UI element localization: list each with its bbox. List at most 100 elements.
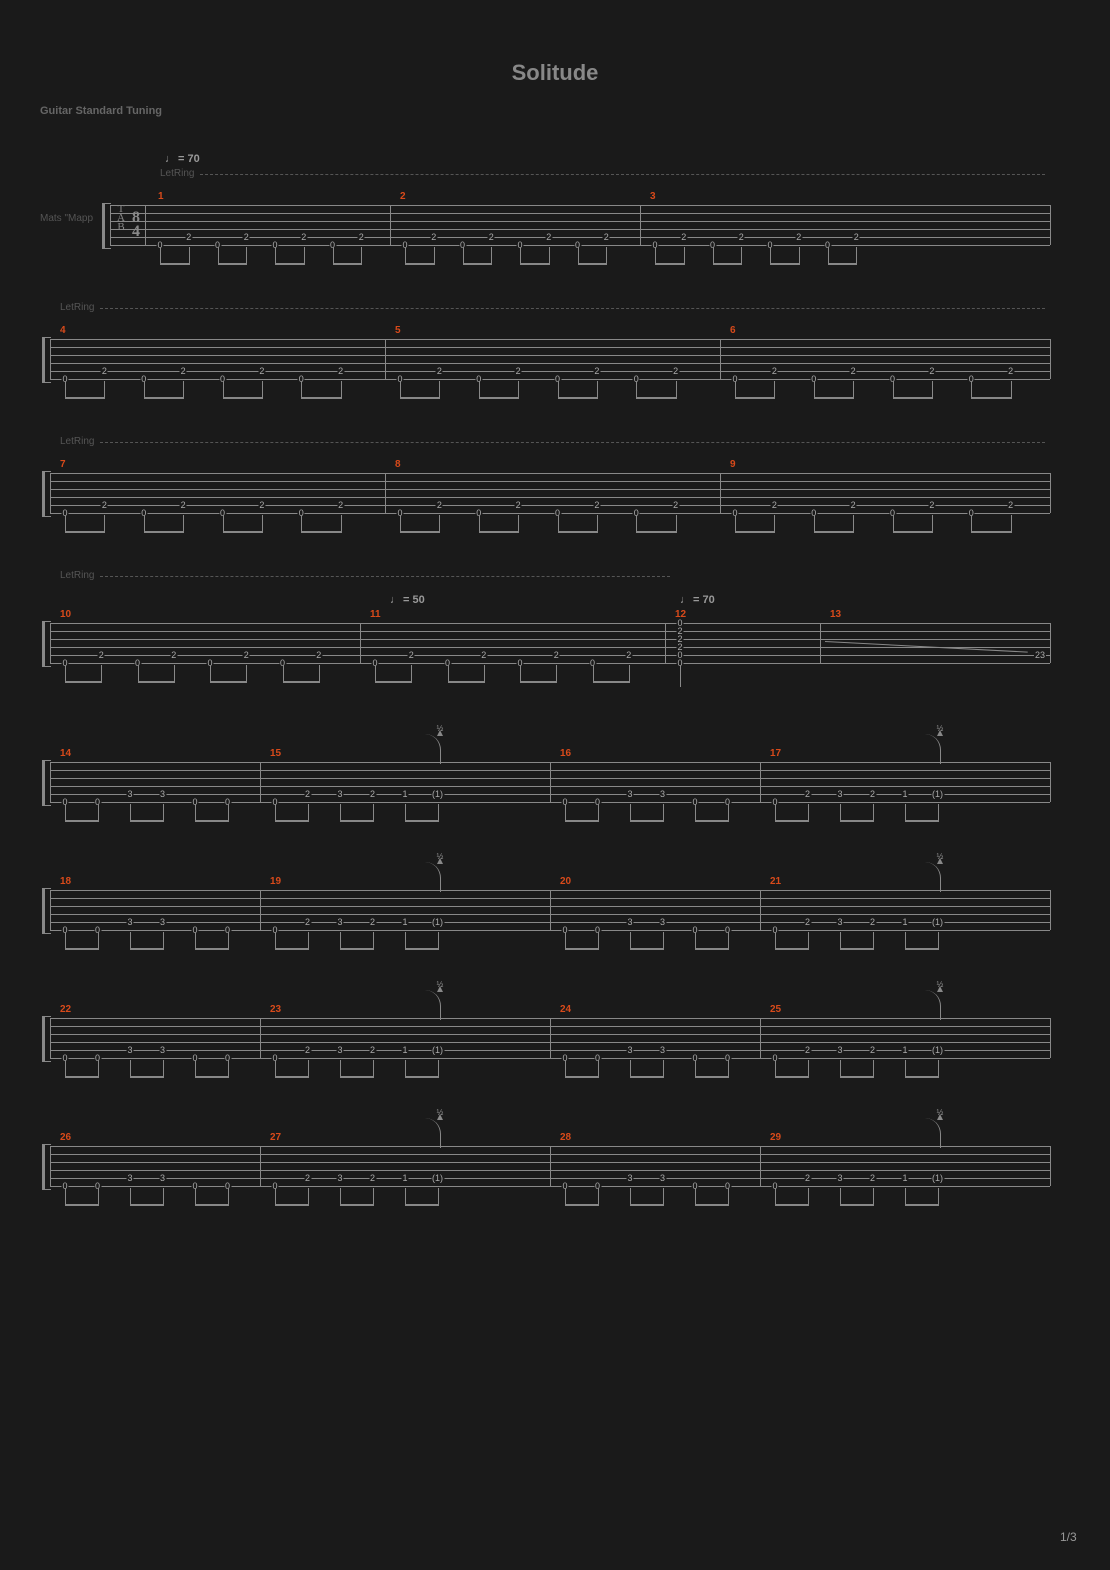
fret-number: 2 — [672, 366, 679, 376]
measure-number: 13 — [830, 609, 841, 620]
fret-number: 1 — [901, 789, 908, 799]
fret-number: 2 — [553, 650, 560, 660]
fret-number: (1) — [931, 1045, 944, 1055]
barline — [665, 623, 666, 663]
barline — [760, 762, 761, 802]
barline — [1050, 205, 1051, 245]
fret-number: (1) — [931, 789, 944, 799]
tempo-marker: = 50 — [390, 594, 425, 606]
barline — [385, 339, 386, 379]
barline — [260, 890, 261, 930]
bend-arrow-icon — [424, 1118, 441, 1148]
measure-number: 20 — [560, 876, 571, 887]
measure-number: 19 — [270, 876, 281, 887]
fret-number: 2 — [771, 500, 778, 510]
fret-number: 2 — [672, 500, 679, 510]
barline — [550, 890, 551, 930]
measure-number: 10 — [60, 609, 71, 620]
fret-number: 3 — [626, 1045, 633, 1055]
fret-number: 3 — [659, 917, 666, 927]
tab-staff: 789020202020202020202020202 — [50, 473, 1050, 513]
measure-number: 18 — [60, 876, 71, 887]
measure-number: 22 — [60, 1004, 71, 1015]
fret-number: 1 — [901, 917, 908, 927]
barline — [640, 205, 641, 245]
barline — [550, 1146, 551, 1186]
tempo-marker: = 70 — [165, 153, 200, 165]
measure-number: 3 — [650, 191, 656, 202]
fret-number: (1) — [431, 1173, 444, 1183]
barline — [1050, 762, 1051, 802]
fret-number: 2 — [369, 917, 376, 927]
fret-number: 2 — [795, 232, 802, 242]
bend-arrow-icon — [924, 1118, 941, 1148]
barline — [145, 205, 146, 245]
letring-label: LetRing — [160, 168, 194, 179]
barline — [720, 473, 721, 513]
barline — [550, 762, 551, 802]
barline — [50, 339, 51, 379]
letring-line — [100, 576, 670, 577]
measure-number: 27 — [270, 1132, 281, 1143]
fret-number: 2 — [101, 500, 108, 510]
measure-number: 5 — [395, 325, 401, 336]
fret-number: 3 — [336, 1173, 343, 1183]
barline — [1050, 1018, 1051, 1058]
bend-arrow-icon — [424, 734, 441, 764]
barline — [50, 473, 51, 513]
fret-number: 2 — [101, 366, 108, 376]
measure-number: 29 — [770, 1132, 781, 1143]
letring-line — [100, 308, 1045, 309]
fret-number: 3 — [159, 1045, 166, 1055]
fret-number: 2 — [804, 917, 811, 927]
page-number: 1/3 — [1060, 1530, 1077, 1544]
fret-number: 2 — [545, 232, 552, 242]
measure-number: 7 — [60, 459, 66, 470]
fret-number: 3 — [126, 1173, 133, 1183]
barline — [50, 1146, 51, 1186]
barline — [50, 890, 51, 930]
letring-line — [100, 442, 1045, 443]
fret-number: 2 — [804, 789, 811, 799]
fret-number: 2 — [408, 650, 415, 660]
fret-number: 2 — [928, 500, 935, 510]
fret-number: 2 — [869, 789, 876, 799]
tab-staff: 456020202020202020202020202 — [50, 339, 1050, 379]
barline — [390, 205, 391, 245]
fret-number: 3 — [626, 917, 633, 927]
measure-number: 21 — [770, 876, 781, 887]
measure-number: 26 — [60, 1132, 71, 1143]
fret-number: 3 — [659, 1045, 666, 1055]
fret-number: 2 — [337, 366, 344, 376]
measure-number: 8 — [395, 459, 401, 470]
song-title: Solitude — [0, 0, 1110, 86]
fret-number: (1) — [431, 789, 444, 799]
barline — [385, 473, 386, 513]
fret-number: 2 — [180, 366, 187, 376]
fret-number: 3 — [126, 789, 133, 799]
fret-number: 2 — [515, 366, 522, 376]
tab-staff: TAB84123020202020202020202020202 — [110, 205, 1050, 245]
barline — [260, 1018, 261, 1058]
fret-number: 2 — [304, 1173, 311, 1183]
fret-number: 2 — [804, 1173, 811, 1183]
fret-number: 2 — [304, 917, 311, 927]
fret-number: 2 — [680, 232, 687, 242]
barline — [760, 1018, 761, 1058]
fret-number: 2 — [869, 917, 876, 927]
fret-number: 2 — [853, 232, 860, 242]
barline — [1050, 623, 1051, 663]
barline — [1050, 890, 1051, 930]
fret-number: 2 — [98, 650, 105, 660]
measure-number: 15 — [270, 748, 281, 759]
fret-number: 2 — [436, 500, 443, 510]
fret-number: 2 — [850, 500, 857, 510]
fret-number: 2 — [304, 789, 311, 799]
fret-number: 2 — [258, 500, 265, 510]
measure-number: 4 — [60, 325, 66, 336]
barline — [50, 623, 51, 663]
fret-number: 2 — [869, 1173, 876, 1183]
fret-number: 2 — [515, 500, 522, 510]
fret-number: 2 — [185, 232, 192, 242]
fret-number: 2 — [315, 650, 322, 660]
